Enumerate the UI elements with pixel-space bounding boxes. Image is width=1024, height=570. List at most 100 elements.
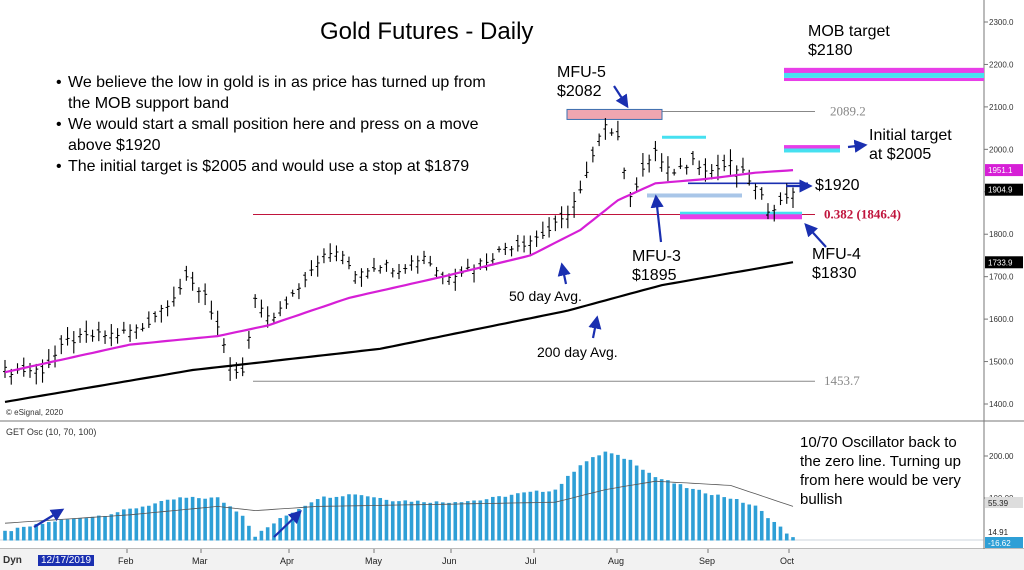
price-bar xyxy=(547,217,552,238)
osc-bar xyxy=(28,526,32,541)
price-bar xyxy=(259,299,264,318)
price-bar xyxy=(246,331,251,349)
price-bar xyxy=(684,164,689,175)
osc-bar xyxy=(603,451,608,541)
price-bar xyxy=(403,264,408,274)
osc-bar xyxy=(378,497,383,541)
level-label: 0.382 (1846.4) xyxy=(824,207,901,222)
osc-bar xyxy=(434,501,439,541)
osc-bar xyxy=(71,518,76,541)
osc-bar xyxy=(741,502,745,541)
osc-bar xyxy=(666,480,670,541)
price-bar xyxy=(153,311,158,323)
price-axis: 1400.01500.01600.01700.01800.01900.02000… xyxy=(984,18,1023,409)
price-bar xyxy=(740,157,745,174)
osc-bar xyxy=(697,489,701,541)
osc-bar xyxy=(541,491,545,541)
price-bar xyxy=(128,324,133,342)
price-bar xyxy=(453,268,458,291)
osc-bar xyxy=(459,502,464,541)
osc-bar xyxy=(203,498,207,541)
mob-zone-band xyxy=(784,148,840,153)
price-bar xyxy=(240,357,245,377)
osc-bar xyxy=(347,494,351,541)
price-bar xyxy=(765,203,770,220)
time-axis: Feb Mar Apr May Jun Jul Aug Sep Oct xyxy=(118,549,795,566)
price-bar xyxy=(209,300,214,320)
annotation-arrow xyxy=(847,139,868,153)
osc-bar xyxy=(497,496,501,541)
osc-bar xyxy=(791,537,795,541)
osc-bar xyxy=(140,506,145,541)
price-bar xyxy=(640,153,645,177)
osc-bar xyxy=(478,500,483,541)
price-bar xyxy=(715,154,720,181)
price-bar xyxy=(371,257,376,272)
price-tick-label: 2200.0 xyxy=(989,60,1014,69)
mob-zone-band xyxy=(566,108,663,120)
mob-zone-band xyxy=(784,72,984,78)
osc-bar xyxy=(472,500,476,541)
osc-bar xyxy=(122,509,126,541)
price-bar xyxy=(728,149,733,175)
osc-bar xyxy=(547,491,551,541)
osc-bar xyxy=(9,531,14,541)
price-bar xyxy=(90,329,95,342)
price-bar xyxy=(653,140,658,162)
osc-bar xyxy=(247,525,251,541)
price-bar xyxy=(103,330,108,344)
price-bar xyxy=(271,312,276,324)
osc-bar xyxy=(15,527,20,541)
osc-bar xyxy=(159,500,164,541)
osc-bar xyxy=(184,497,189,541)
price-bar xyxy=(178,278,183,295)
osc-bar xyxy=(240,515,245,541)
osc-bar xyxy=(509,494,514,541)
price-bar xyxy=(134,324,139,339)
price-bar xyxy=(572,192,577,218)
price-bar xyxy=(603,118,608,140)
price-bar xyxy=(528,235,533,257)
osc-bar xyxy=(428,502,433,541)
osc-bar xyxy=(415,500,420,541)
price-bar xyxy=(609,128,614,136)
price-bar xyxy=(203,283,208,306)
osc-bar xyxy=(40,523,45,541)
price-bar xyxy=(622,167,627,180)
osc-bar xyxy=(134,508,139,541)
osc-bar xyxy=(228,506,232,541)
price-bar xyxy=(140,323,145,332)
price-bar xyxy=(165,300,170,317)
osc-bar xyxy=(522,492,526,541)
osc-bar xyxy=(353,494,358,541)
osc-bar xyxy=(465,501,470,541)
price-bar xyxy=(690,151,695,166)
osc-bar xyxy=(691,488,695,541)
osc-bar xyxy=(165,499,170,541)
osc-tag-label: 14.91 xyxy=(988,528,1009,537)
osc-signal-line xyxy=(4,480,794,524)
osc-bar xyxy=(784,533,789,541)
price-bar xyxy=(65,327,70,346)
osc-bar xyxy=(3,530,7,541)
osc-bar xyxy=(365,496,370,541)
osc-bar xyxy=(622,458,626,541)
price-bar xyxy=(647,154,652,173)
osc-bar xyxy=(753,505,758,541)
price-tag-label: 1733.9 xyxy=(988,258,1013,267)
osc-bar xyxy=(384,499,389,541)
price-bar xyxy=(34,363,39,385)
osc-bar xyxy=(597,455,601,541)
annotation-arrow xyxy=(557,262,571,285)
price-bar xyxy=(365,268,370,279)
price-bar xyxy=(522,235,527,253)
price-bar xyxy=(678,157,683,170)
osc-bar xyxy=(684,488,689,541)
price-bar xyxy=(278,301,283,317)
osc-bar xyxy=(328,497,333,541)
osc-bar xyxy=(153,503,157,541)
price-bar xyxy=(109,324,114,347)
chart-title: Gold Futures - Daily xyxy=(320,18,534,45)
price-tick-label: 2000.0 xyxy=(989,145,1014,154)
annotation-arrows xyxy=(33,85,868,538)
